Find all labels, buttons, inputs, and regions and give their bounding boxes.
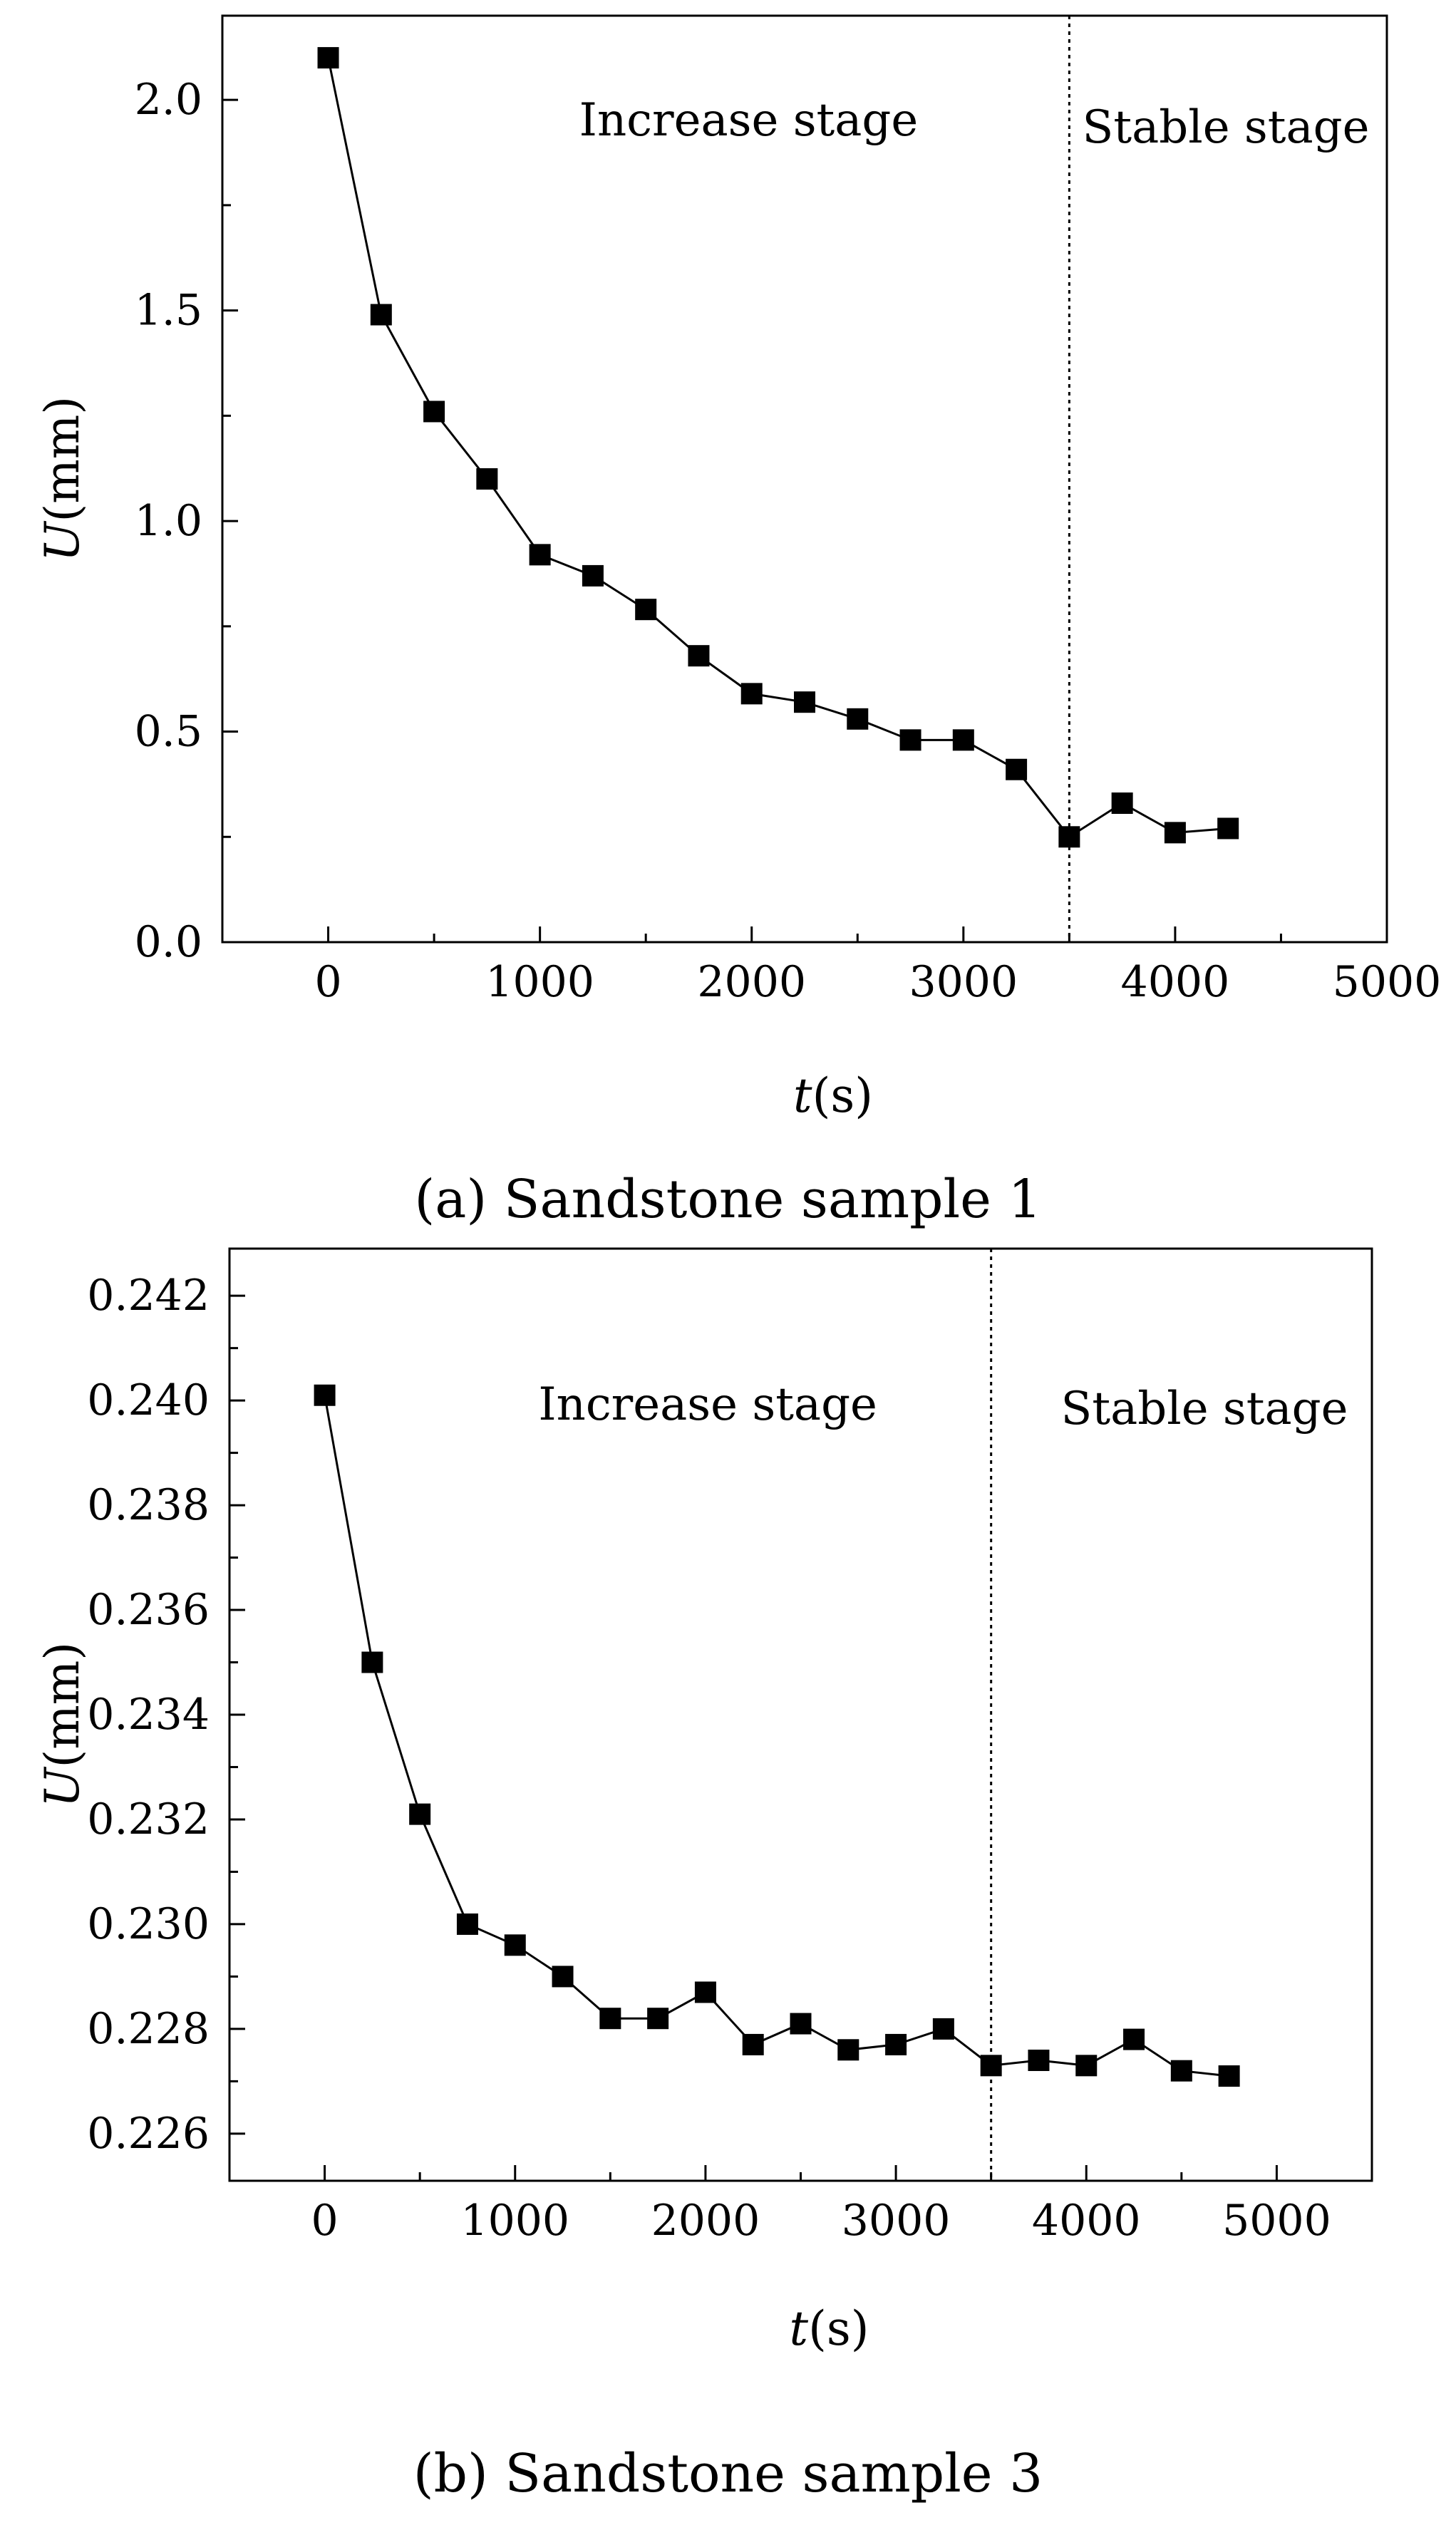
p1-data-point <box>1111 792 1133 814</box>
p1-x-axis-unit: (s) <box>812 1068 873 1123</box>
p2-y-tick-label: 0.228 <box>87 2004 210 2054</box>
p2-y-tick-label: 0.238 <box>87 1480 210 1530</box>
p1-x-axis-var: t <box>793 1068 812 1123</box>
p2-data-point <box>742 2033 764 2055</box>
p2-y-tick-label: 0.226 <box>87 2109 210 2159</box>
p1-y-axis-label: U(mm) <box>35 396 90 562</box>
p1-data-point <box>582 564 604 587</box>
p1-annotation-increase-stage: Increase stage <box>579 94 919 147</box>
p1-data-point <box>794 691 815 713</box>
p1-y-tick-label: 1.5 <box>135 286 202 336</box>
chart-panel-a: 0 1000 2000 3000 4000 5000 0.0 0.5 1.0 1.5 2.0 Incr… <box>35 14 1442 1123</box>
p2-x-axis-label: t(s) <box>790 2301 869 2356</box>
p2-annotation-stable-stage: Stable stage <box>1061 1383 1348 1435</box>
p1-data-point <box>688 645 710 667</box>
p2-x-tick-label: 3000 <box>842 2196 951 2246</box>
p2-data-point <box>504 1934 526 1956</box>
p1-data-point <box>476 468 498 490</box>
p2-y-axis-var: U <box>35 1766 90 1807</box>
p2-data-point <box>456 1913 478 1935</box>
p2-data-point <box>932 2018 954 2040</box>
p1-y-tick-label: 2.0 <box>135 75 202 125</box>
p1-x-tick-label: 3000 <box>909 957 1018 1007</box>
p1-data-point <box>952 729 974 751</box>
p2-data-point <box>694 1981 716 2003</box>
p2-x-tick-label: 1000 <box>460 2196 569 2246</box>
p2-data-point <box>1028 2049 1050 2071</box>
p2-data-point <box>361 1651 383 1673</box>
p1-data-point <box>847 708 869 730</box>
p2-y-tick-label: 0.234 <box>87 1690 210 1740</box>
p1-y-axis-unit: (mm) <box>35 396 90 522</box>
p2-data-point <box>647 2008 669 2030</box>
p1-data-point <box>740 683 763 705</box>
p1-x-tick-label: 4000 <box>1121 957 1230 1007</box>
p2-data-point <box>599 2008 621 2030</box>
caption-a: (a) Sandstone sample 1 <box>414 1169 1042 1230</box>
p1-y-tick-label: 1.0 <box>135 496 202 546</box>
p1-data-point <box>370 304 392 326</box>
p2-data-point <box>552 1966 574 1988</box>
p1-x-tick-label: 5000 <box>1333 957 1442 1007</box>
caption-b: (b) Sandstone sample 3 <box>413 2443 1043 2504</box>
p1-data-point <box>1164 822 1186 844</box>
p1-annotation-stable-stage: Stable stage <box>1083 101 1370 154</box>
p2-y-tick-label: 0.230 <box>87 1899 210 1949</box>
p2-data-point <box>1218 2065 1240 2087</box>
p2-y-tick-label: 0.242 <box>87 1271 210 1321</box>
p1-y-tick-label: 0.5 <box>135 707 202 757</box>
p2-data-point <box>1123 2028 1145 2050</box>
p2-data-point <box>790 2013 812 2035</box>
p2-x-tick-label: 5000 <box>1222 2196 1331 2246</box>
p1-x-tick-label: 1000 <box>485 957 594 1007</box>
p1-data-point <box>1217 817 1239 840</box>
p2-y-tick-label: 0.232 <box>87 1795 210 1844</box>
p1-x-tick-label: 2000 <box>697 957 806 1007</box>
p2-data-point <box>980 2055 1002 2077</box>
p1-data-point <box>529 544 551 566</box>
p1-data-point <box>899 729 921 751</box>
p2-x-tick-label: 0 <box>311 2196 338 2246</box>
p2-annotation-increase-stage: Increase stage <box>538 1378 877 1431</box>
p2-data-point <box>885 2033 907 2055</box>
p2-x-tick-label: 2000 <box>651 2196 760 2246</box>
p1-data-point <box>635 599 657 621</box>
p2-x-axis-var: t <box>790 2301 809 2356</box>
p2-y-axis-unit: (mm) <box>35 1642 90 1768</box>
p1-data-point <box>1006 758 1028 780</box>
p1-data-point <box>423 401 445 423</box>
p1-data-point <box>317 47 339 69</box>
p1-data-point <box>1058 826 1080 848</box>
p2-y-tick-label: 0.236 <box>87 1585 210 1635</box>
p2-x-tick-label: 4000 <box>1032 2196 1141 2246</box>
p2-x-axis-unit: (s) <box>808 2301 869 2356</box>
p1-y-tick-label: 0.0 <box>135 917 202 967</box>
p2-y-tick-label: 0.240 <box>87 1375 210 1425</box>
chart-panel-b: 0 1000 2000 3000 4000 5000 0.226 0.228 0.230 0.23… <box>35 1247 1373 2356</box>
p2-y-axis-label: U(mm) <box>35 1642 90 1807</box>
p2-data-point <box>1170 2060 1192 2082</box>
p2-data-point <box>314 1384 336 1406</box>
p2-data-point <box>409 1803 431 1825</box>
p1-plot-frame <box>221 14 1388 944</box>
p1-series-line <box>327 57 1229 839</box>
p1-x-tick-label: 0 <box>314 957 341 1007</box>
p2-data-point <box>837 2039 859 2061</box>
p2-series-line <box>324 1395 1229 2077</box>
p1-y-axis-var: U <box>35 520 90 562</box>
p1-x-axis-label: t(s) <box>793 1068 873 1123</box>
p2-data-point <box>1075 2055 1098 2077</box>
